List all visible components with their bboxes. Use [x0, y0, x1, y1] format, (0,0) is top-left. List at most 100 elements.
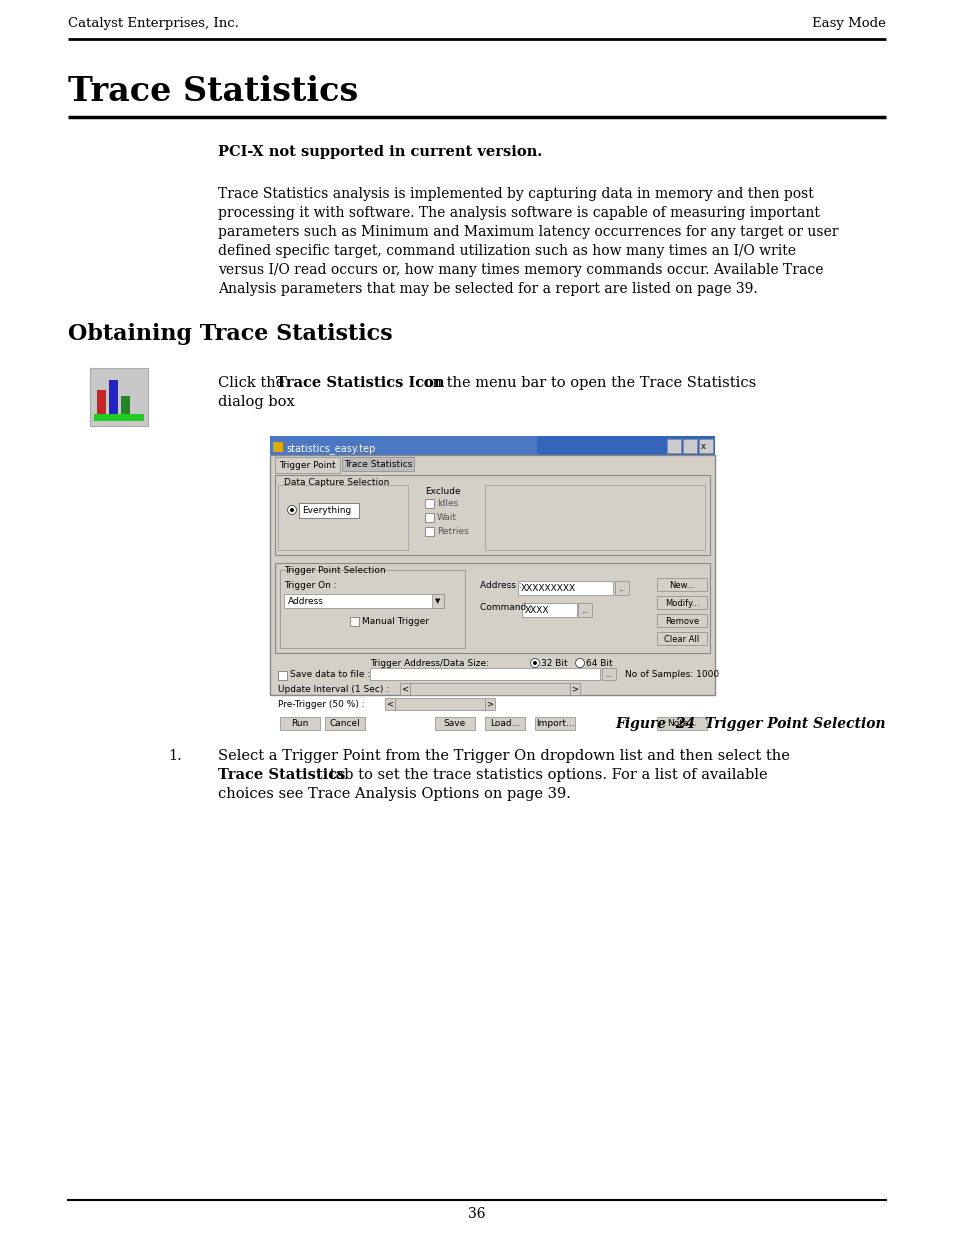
Text: Trace Statistics: Trace Statistics [343, 459, 412, 468]
Bar [274, 656, 709, 671]
Bar [325, 718, 365, 730]
Bar [395, 698, 484, 710]
Text: Select a Trigger Point from the Trigger On dropdown list and then select the: Select a Trigger Point from the Trigger … [218, 748, 789, 763]
Text: Command :: Command : [479, 603, 532, 613]
Text: Run: Run [291, 719, 309, 727]
Bar [432, 594, 443, 608]
Circle shape [575, 658, 584, 667]
Circle shape [530, 658, 539, 667]
Bar [280, 571, 464, 648]
Bar [657, 718, 706, 730]
Bar [657, 578, 706, 592]
Bar [270, 454, 714, 695]
Text: ▼: ▼ [435, 598, 440, 604]
Text: processing it with software. The analysis software is capable of measuring impor: processing it with software. The analysi… [218, 206, 819, 220]
Text: Wait: Wait [436, 513, 456, 521]
Text: >: > [571, 684, 578, 694]
Bar [535, 718, 575, 730]
Bar [601, 668, 616, 680]
Text: New...: New... [668, 580, 694, 589]
Text: dialog box: dialog box [218, 395, 294, 409]
Bar [657, 632, 706, 645]
Bar [109, 380, 118, 414]
Text: Analysis parameters that may be selected for a report are listed on page 39.: Analysis parameters that may be selected… [218, 282, 757, 296]
Bar [277, 485, 408, 550]
Bar [270, 436, 714, 454]
Circle shape [287, 505, 296, 515]
Text: Trigger Address/Data Size:: Trigger Address/Data Size: [370, 658, 489, 667]
Text: on the menu bar to open the Trace Statistics: on the menu bar to open the Trace Statis… [419, 375, 756, 390]
Text: Load...: Load... [489, 719, 519, 727]
Bar [424, 499, 434, 508]
Text: Trigger Point: Trigger Point [278, 461, 335, 469]
Bar [484, 485, 704, 550]
Text: Click the: Click the [218, 375, 289, 390]
Bar [399, 683, 410, 695]
Text: parameters such as Minimum and Maximum latency occurrences for any target or use: parameters such as Minimum and Maximum l… [218, 225, 838, 240]
Text: No of Samples: 1000: No of Samples: 1000 [624, 669, 719, 678]
Bar [121, 396, 130, 414]
Circle shape [533, 661, 537, 664]
Bar [90, 368, 148, 426]
Text: Save data to file :: Save data to file : [290, 669, 370, 678]
Text: Import...: Import... [536, 719, 574, 727]
Bar [370, 668, 599, 680]
Text: XXXXXXXXX: XXXXXXXXX [520, 583, 576, 593]
Bar [270, 436, 537, 454]
Text: Trigger On :: Trigger On : [284, 580, 336, 590]
Bar [657, 597, 706, 609]
Text: Save: Save [443, 719, 466, 727]
Bar [273, 442, 283, 452]
Bar [517, 580, 613, 595]
Text: Exclude: Exclude [424, 487, 460, 496]
Bar [569, 683, 579, 695]
Bar [277, 671, 287, 680]
Text: Pre-Trigger (50 %) :: Pre-Trigger (50 %) : [277, 699, 364, 709]
Text: ...: ... [618, 583, 625, 593]
Text: Remove: Remove [664, 616, 699, 625]
Text: Trace Statistics: Trace Statistics [218, 768, 345, 782]
Text: PCI-X not supported in current version.: PCI-X not supported in current version. [218, 144, 541, 159]
Text: Modify...: Modify... [664, 599, 699, 608]
Text: 64 Bit: 64 Bit [585, 658, 612, 667]
Text: Obtaining Trace Statistics: Obtaining Trace Statistics [68, 324, 393, 345]
Bar [274, 457, 339, 473]
Text: Note...: Note... [666, 719, 697, 727]
Bar [341, 457, 414, 471]
Bar [284, 594, 443, 608]
Text: Update Interval (1 Sec) :: Update Interval (1 Sec) : [277, 684, 389, 694]
Text: versus I/O read occurs or, how many times memory commands occur. Available Trace: versus I/O read occurs or, how many time… [218, 263, 822, 277]
Text: choices see Trace Analysis Options on page 39.: choices see Trace Analysis Options on pa… [218, 787, 570, 802]
Text: Everything: Everything [302, 505, 351, 515]
Bar [424, 527, 434, 536]
Text: Trace Statistics Icon: Trace Statistics Icon [276, 375, 444, 390]
Text: Idles: Idles [436, 499, 457, 508]
Bar [682, 438, 697, 453]
Bar [94, 414, 144, 421]
Text: statistics_easy.tep: statistics_easy.tep [286, 443, 375, 454]
Text: Manual Trigger: Manual Trigger [361, 616, 429, 625]
Bar [699, 438, 712, 453]
Text: Trace Statistics: Trace Statistics [68, 75, 358, 107]
Text: 1.: 1. [168, 748, 182, 763]
Text: Data Capture Selection: Data Capture Selection [284, 478, 389, 487]
Text: Trace Statistics analysis is implemented by capturing data in memory and then po: Trace Statistics analysis is implemented… [218, 186, 813, 201]
Bar [484, 718, 524, 730]
Text: defined specific target, command utilization such as how many times an I/O write: defined specific target, command utiliza… [218, 245, 795, 258]
Text: Figure  24  Trigger Point Selection: Figure 24 Trigger Point Selection [615, 718, 885, 731]
Text: Catalyst Enterprises, Inc.: Catalyst Enterprises, Inc. [68, 17, 238, 30]
Bar [578, 603, 592, 618]
Bar [385, 698, 395, 710]
Circle shape [290, 508, 294, 513]
Text: >: > [486, 699, 493, 709]
Text: Address: Address [288, 597, 323, 605]
Text: tab to set the trace statistics options. For a list of available: tab to set the trace statistics options.… [325, 768, 767, 782]
Text: XXXX: XXXX [524, 605, 549, 615]
Bar [521, 603, 577, 618]
Text: Clear All: Clear All [663, 635, 699, 643]
Bar [484, 698, 495, 710]
Bar [274, 563, 709, 653]
Bar [280, 718, 319, 730]
Bar [97, 390, 106, 414]
Bar [410, 683, 569, 695]
